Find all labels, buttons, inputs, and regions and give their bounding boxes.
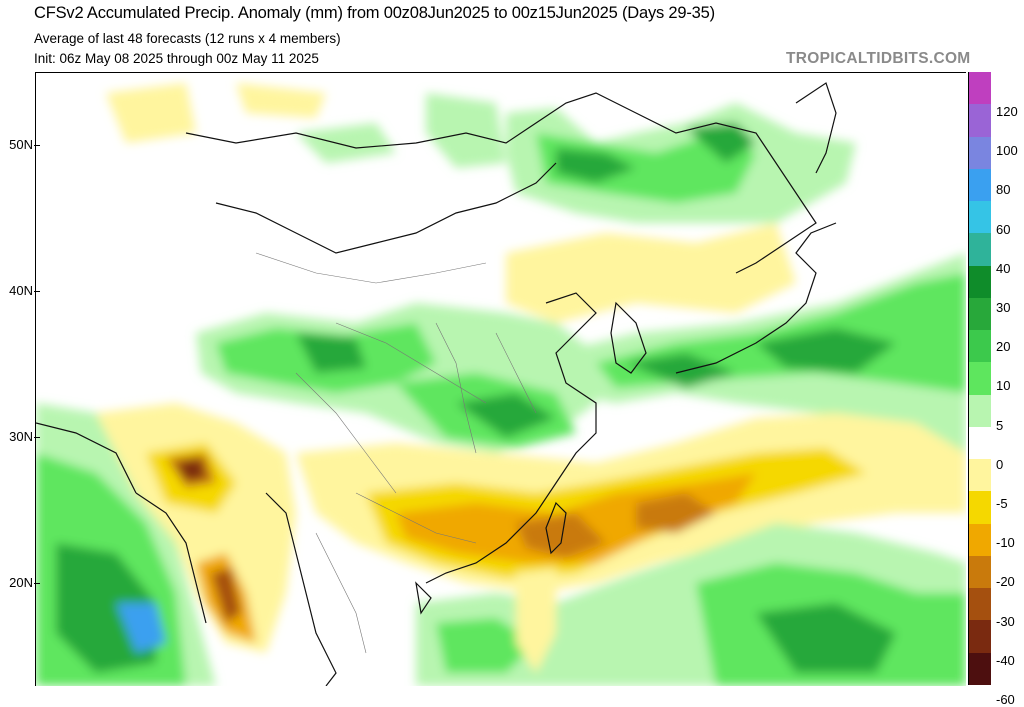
colorbar-label: 20 (996, 339, 1011, 355)
colorbar-label: 30 (996, 300, 1011, 315)
colorbar-swatch (969, 426, 991, 460)
colorbar-swatch (969, 72, 991, 105)
colorbar-label: 100 (996, 143, 1018, 159)
anomaly-fields (36, 83, 966, 686)
chart-subtitle: Average of last 48 forecasts (12 runs x … (34, 31, 341, 46)
colorbar-swatch (969, 491, 991, 525)
colorbar-swatch (969, 620, 991, 654)
map-canvas (36, 82, 966, 686)
colorbar-swatch (969, 523, 991, 557)
precip-anomaly-map (35, 72, 966, 686)
colorbar-label: 10 (996, 378, 1011, 394)
site-brand: TROPICALTIDBITS.COM (786, 50, 971, 67)
colorbar-label: -10 (996, 535, 1015, 551)
colorbar-swatch (969, 201, 991, 234)
colorbar-swatch (969, 233, 991, 267)
lat-label-20n: 20N (0, 575, 40, 590)
colorbar-swatch (969, 362, 991, 396)
colorbar-swatch (969, 555, 991, 589)
colorbar-swatch (969, 394, 991, 428)
colorbar-label: 60 (996, 221, 1011, 237)
colorbar (968, 72, 991, 686)
admin-borders (255, 252, 537, 654)
colorbar-label: -40 (996, 652, 1015, 668)
colorbar-swatch (969, 136, 991, 170)
colorbar-swatch (969, 297, 991, 331)
colorbar-label: -30 (996, 613, 1015, 629)
colorbar-label: 120 (996, 104, 1018, 119)
lat-label-30n: 30N (0, 429, 40, 444)
colorbar-label: 5 (996, 417, 1004, 433)
chart-title: CFSv2 Accumulated Precip. Anomaly (mm) f… (34, 4, 715, 22)
colorbar-swatch (969, 104, 991, 137)
colorbar-swatch (969, 265, 991, 299)
colorbar-label: -5 (996, 496, 1008, 511)
coastlines (36, 82, 837, 686)
colorbar-swatch (969, 330, 991, 363)
lat-label-50n: 50N (0, 137, 40, 152)
colorbar-label: -20 (996, 574, 1015, 590)
colorbar-label: 40 (996, 260, 1011, 276)
colorbar-label: -60 (996, 692, 1015, 707)
init-time: Init: 06z May 08 2025 through 00z May 11… (34, 51, 319, 66)
colorbar-swatch (969, 459, 991, 492)
colorbar-swatch (969, 652, 991, 686)
colorbar-label: 0 (996, 456, 1004, 472)
colorbar-swatch (969, 168, 991, 202)
colorbar-swatch (969, 588, 991, 621)
lat-label-40n: 40N (0, 283, 40, 298)
colorbar-label: 80 (996, 182, 1011, 198)
